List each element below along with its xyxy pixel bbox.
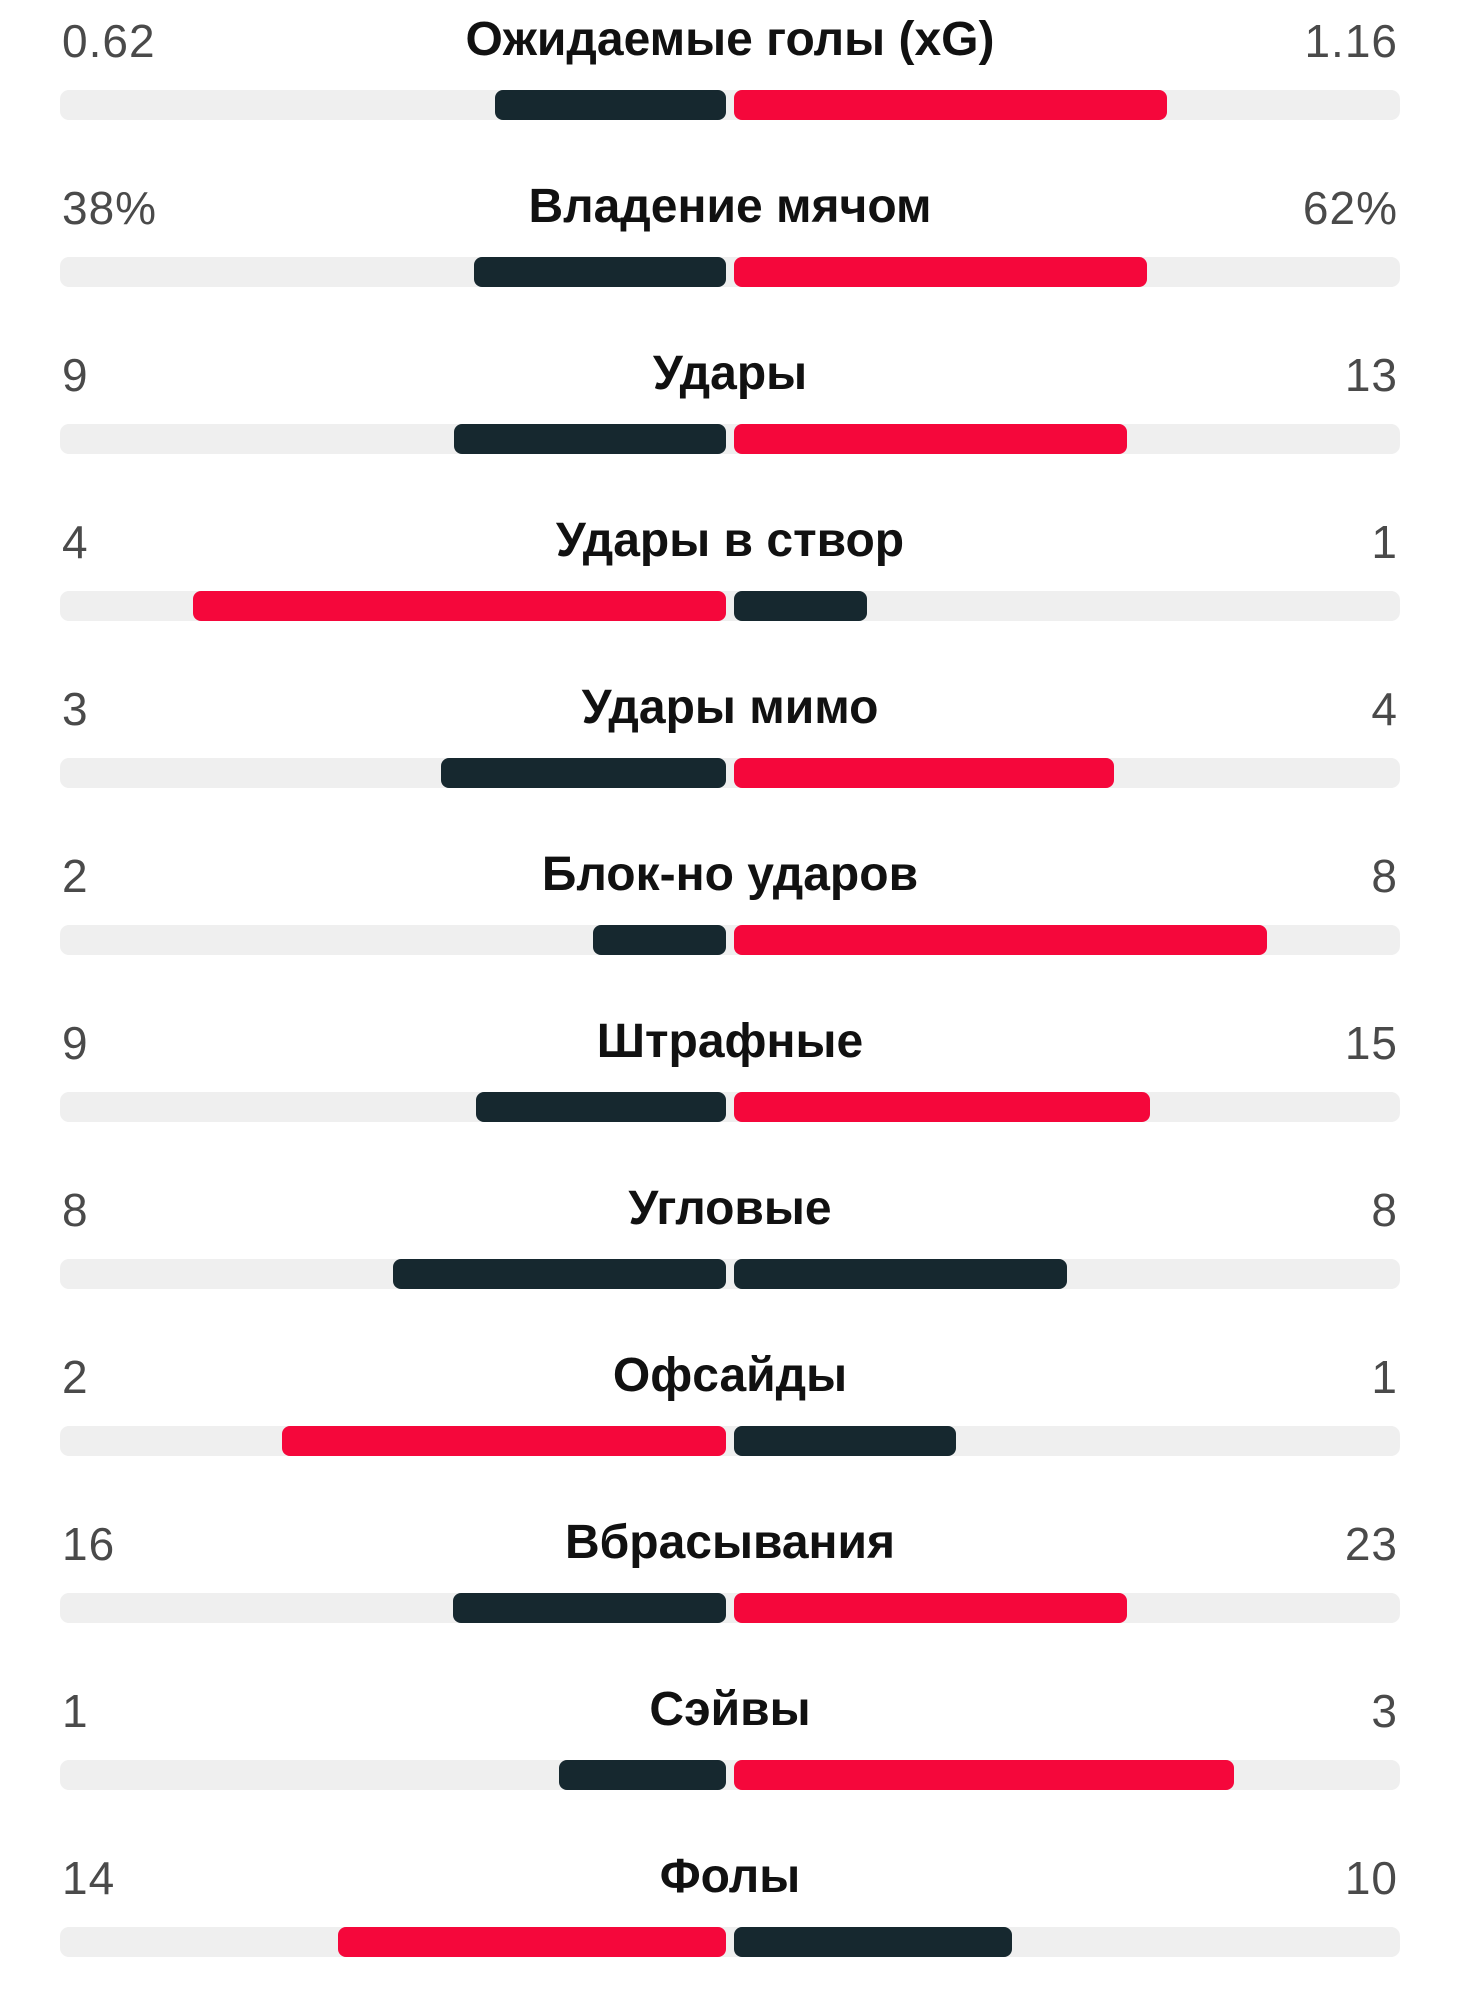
stat-label: Угловые <box>628 1182 832 1235</box>
stat-header: 8 Угловые 8 <box>60 1169 1400 1259</box>
away-value: 8 <box>1371 1184 1398 1236</box>
away-value: 1 <box>1371 1351 1398 1403</box>
stat-row: 1 Сэйвы 3 <box>60 1670 1400 1820</box>
stat-row: 16 Вбрасывания 23 <box>60 1503 1400 1653</box>
stat-bar-track <box>60 1927 1400 1957</box>
away-bar <box>734 1927 1012 1957</box>
away-bar <box>734 90 1167 120</box>
home-bar <box>476 1092 726 1122</box>
stat-label: Офсайды <box>612 1349 848 1402</box>
home-value: 4 <box>62 516 89 568</box>
stat-label: Ожидаемые голы (xG) <box>465 13 995 66</box>
stat-label: Владение мячом <box>528 180 932 233</box>
away-bar <box>734 925 1267 955</box>
home-value: 9 <box>62 349 89 401</box>
stat-label: Блок-но ударов <box>541 848 919 901</box>
stat-bar-track <box>60 424 1400 454</box>
away-bar <box>734 257 1147 287</box>
home-value: 8 <box>62 1184 89 1236</box>
away-value: 8 <box>1371 850 1398 902</box>
away-bar <box>734 1092 1150 1122</box>
home-bar <box>338 1927 726 1957</box>
away-bar <box>734 758 1114 788</box>
stat-header: 0.62 Ожидаемые голы (xG) 1.16 <box>60 0 1400 90</box>
home-bar <box>193 591 726 621</box>
home-value: 1 <box>62 1685 89 1737</box>
stat-label: Вбрасывания <box>564 1516 896 1569</box>
stat-label: Удары мимо <box>581 681 879 734</box>
stat-bar-track <box>60 1593 1400 1623</box>
away-value: 10 <box>1344 1852 1398 1904</box>
stat-row: 8 Угловые 8 <box>60 1169 1400 1319</box>
stat-row: 4 Удары в створ 1 <box>60 501 1400 651</box>
stat-label: Штрафные <box>596 1015 864 1068</box>
stat-bar-track <box>60 1092 1400 1122</box>
stat-header: 16 Вбрасывания 23 <box>60 1503 1400 1593</box>
away-value: 23 <box>1344 1518 1398 1570</box>
stat-bar-track <box>60 1259 1400 1289</box>
stat-row: 9 Штрафные 15 <box>60 1002 1400 1152</box>
stat-header: 9 Удары 13 <box>60 334 1400 424</box>
home-value: 38% <box>62 182 158 234</box>
stat-header: 3 Удары мимо 4 <box>60 668 1400 758</box>
home-value: 0.62 <box>62 15 156 67</box>
away-bar <box>734 591 867 621</box>
away-bar <box>734 1259 1067 1289</box>
away-bar <box>734 1593 1127 1623</box>
stat-header: 2 Офсайды 1 <box>60 1336 1400 1426</box>
stat-label: Удары в створ <box>555 514 905 567</box>
home-value: 16 <box>62 1518 116 1570</box>
home-bar <box>495 90 726 120</box>
home-value: 2 <box>62 1351 89 1403</box>
away-bar <box>734 424 1127 454</box>
away-bar <box>734 1760 1234 1790</box>
stat-bar-track <box>60 1426 1400 1456</box>
away-bar <box>734 1426 956 1456</box>
stat-row: 2 Офсайды 1 <box>60 1336 1400 1486</box>
away-value: 4 <box>1371 683 1398 735</box>
away-value: 1 <box>1371 516 1398 568</box>
stat-bar-track <box>60 925 1400 955</box>
stat-bar-track <box>60 257 1400 287</box>
stat-header: 4 Удары в створ 1 <box>60 501 1400 591</box>
stat-header: 9 Штрафные 15 <box>60 1002 1400 1092</box>
stat-label: Удары <box>652 347 808 400</box>
home-bar <box>559 1760 726 1790</box>
home-bar <box>282 1426 726 1456</box>
home-bar <box>593 925 726 955</box>
home-bar <box>441 758 726 788</box>
stat-bar-track <box>60 90 1400 120</box>
stat-bar-track <box>60 1760 1400 1790</box>
home-bar <box>454 424 726 454</box>
stat-label: Сэйвы <box>649 1683 811 1736</box>
stat-label: Фолы <box>659 1850 801 1903</box>
away-value: 1.16 <box>1304 15 1398 67</box>
stat-row: 14 Фолы 10 <box>60 1837 1400 1987</box>
home-bar <box>453 1593 726 1623</box>
stat-header: 2 Блок-но ударов 8 <box>60 835 1400 925</box>
stat-header: 14 Фолы 10 <box>60 1837 1400 1927</box>
stat-row: 3 Удары мимо 4 <box>60 668 1400 818</box>
stat-bar-track <box>60 591 1400 621</box>
stat-row: 38% Владение мячом 62% <box>60 167 1400 317</box>
home-value: 9 <box>62 1017 89 1069</box>
stat-header: 38% Владение мячом 62% <box>60 167 1400 257</box>
stat-row: 9 Удары 13 <box>60 334 1400 484</box>
away-value: 62% <box>1302 182 1398 234</box>
home-value: 14 <box>62 1852 116 1904</box>
away-value: 3 <box>1371 1685 1398 1737</box>
away-value: 13 <box>1344 349 1398 401</box>
stat-row: 0.62 Ожидаемые голы (xG) 1.16 <box>60 0 1400 150</box>
home-bar <box>474 257 726 287</box>
away-value: 15 <box>1344 1017 1398 1069</box>
stat-bar-track <box>60 758 1400 788</box>
home-value: 2 <box>62 850 89 902</box>
stat-row: 2 Блок-но ударов 8 <box>60 835 1400 985</box>
home-bar <box>393 1259 726 1289</box>
home-value: 3 <box>62 683 89 735</box>
stat-header: 1 Сэйвы 3 <box>60 1670 1400 1760</box>
